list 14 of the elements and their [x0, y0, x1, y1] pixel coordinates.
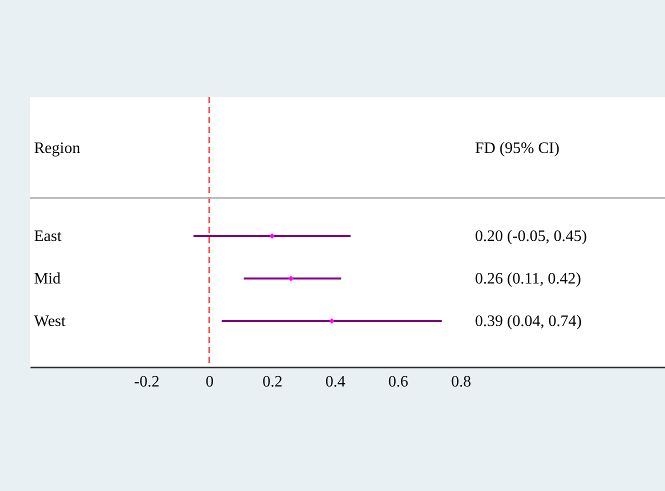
- annotation: 0.20 (-0.05, 0.45): [475, 228, 587, 245]
- y-tick-label: Mid: [34, 270, 61, 288]
- y-tick-label: East: [34, 228, 62, 245]
- text: FD (95% CI): [475, 140, 560, 157]
- annotation: 0.39 (0.04, 0.74): [475, 313, 582, 330]
- x-tick-label: 0.2: [262, 374, 283, 390]
- x-tick-label: 0.6: [388, 374, 408, 390]
- y-tick-label: West: [34, 313, 66, 330]
- annotation: 0.26 (0.11, 0.42): [475, 270, 582, 288]
- x-tick-label: 0.4: [325, 374, 346, 390]
- x-tick-label: 0: [206, 374, 214, 390]
- x-tick-label: 0.8: [451, 374, 472, 390]
- x-tick-label: -0.2: [134, 374, 160, 390]
- y-axis-title: Region: [34, 140, 80, 157]
